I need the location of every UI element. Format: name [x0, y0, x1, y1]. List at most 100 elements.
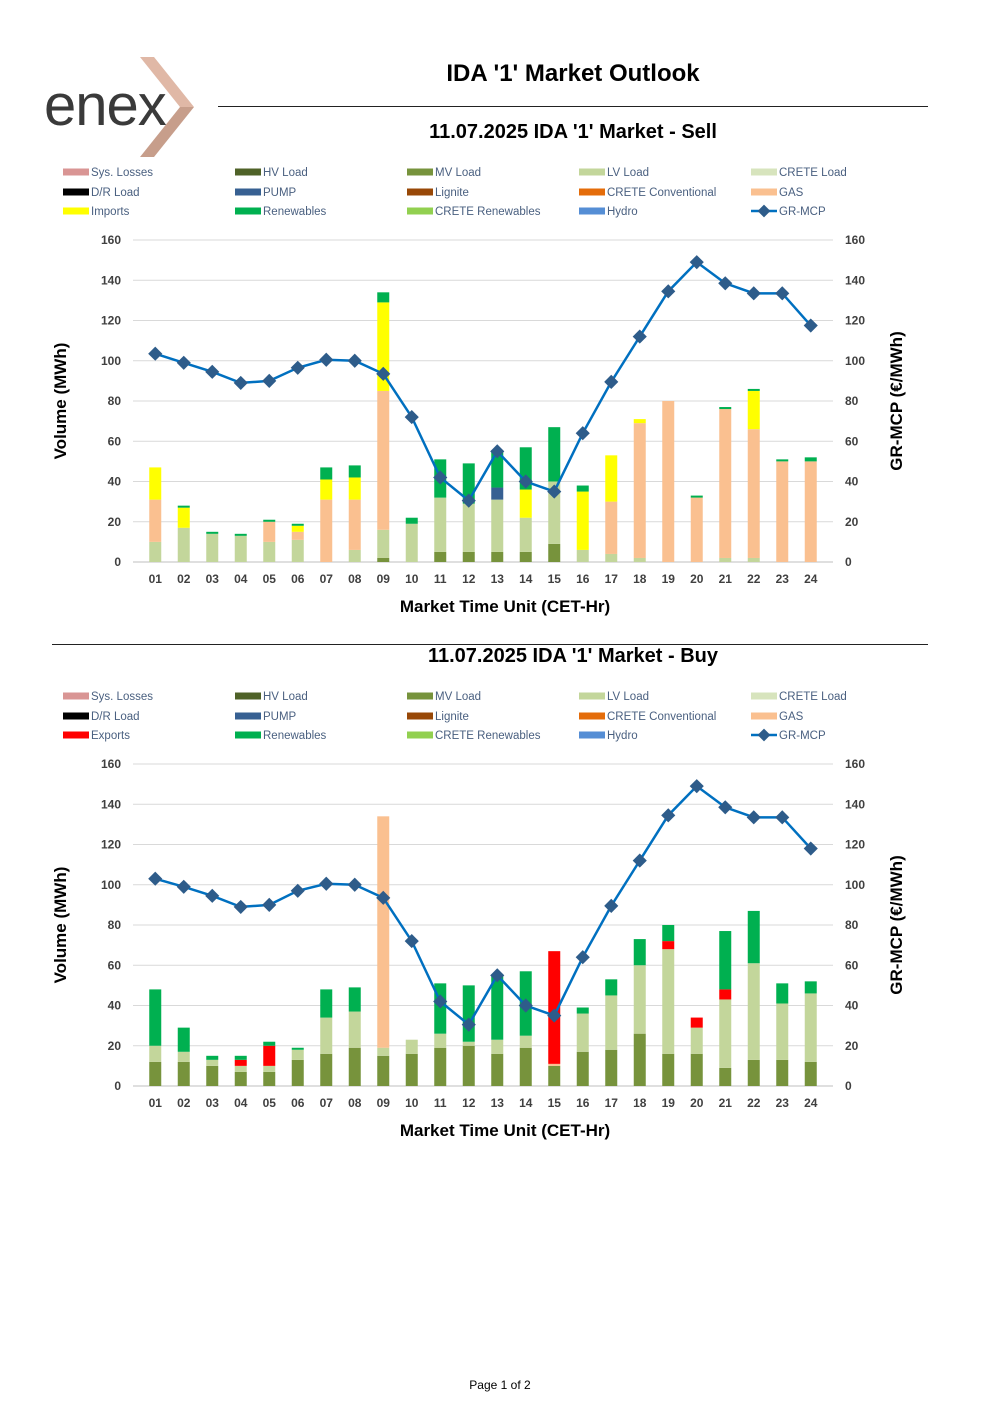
mcp-point-11	[433, 470, 448, 485]
legend-swatch-marker	[757, 728, 771, 742]
y-tick-label: 40	[108, 475, 122, 489]
sell-chart-svg: 11.07.2025 IDA '1' Market - Sell Sys. Los…	[51, 121, 906, 616]
legend-item-gr-mcp: GR-MCP	[751, 728, 826, 742]
legend-swatch	[235, 188, 261, 196]
bar-lv-load-18	[633, 965, 646, 1034]
legend-swatch	[235, 207, 261, 215]
bar-renewables-22	[747, 388, 760, 391]
chart-title: 11.07.2025 IDA '1' Market - Buy	[428, 645, 719, 667]
bar-renewables-04	[234, 1055, 247, 1060]
bar-mv-load-10	[405, 1053, 418, 1086]
mcp-point-13	[490, 968, 505, 983]
bar-renewables-24	[804, 457, 817, 462]
bar-gas-08	[348, 499, 361, 550]
legend-swatch	[63, 712, 89, 720]
bar-mv-load-17	[605, 1049, 618, 1086]
legend-item-lv-load: LV Load	[579, 691, 649, 703]
mcp-point-08	[347, 353, 362, 368]
y-tick-label: 40	[108, 999, 122, 1013]
bar-renewables-01	[149, 989, 162, 1046]
x-tick-label: 15	[548, 1096, 562, 1110]
y2-tick-label: 80	[845, 394, 859, 408]
x-tick-label: 19	[662, 572, 676, 586]
bar-lv-load-13	[491, 1039, 504, 1054]
bar-lv-load-16	[576, 549, 589, 562]
legend-label: HV Load	[263, 167, 308, 179]
bar-lv-load-12	[462, 1041, 475, 1046]
mcp-point-11	[433, 994, 448, 1009]
y2-tick-label: 140	[845, 273, 865, 287]
bar-renewables-04	[234, 533, 247, 536]
mcp-line	[154, 260, 812, 503]
bar-mv-load-09	[377, 1055, 390, 1086]
legend-item-d-r-load: D/R Load	[63, 187, 140, 199]
enex-logo: enex	[42, 55, 217, 160]
mcp-point-24	[803, 841, 818, 856]
x-tick-label: 14	[519, 572, 533, 586]
bar-renewables-13	[491, 451, 504, 488]
legend-item-renewables: Renewables	[235, 730, 327, 742]
legend-label: LV Load	[607, 167, 649, 179]
x-tick-label: 21	[719, 572, 733, 586]
legend-item-crete-load: CRETE Load	[751, 167, 847, 179]
x-tick-label: 03	[206, 572, 220, 586]
bar-mv-load-09	[377, 557, 390, 562]
logo-text: enex	[44, 73, 167, 138]
bar-renewables-24	[804, 981, 817, 994]
y-tick-label: 60	[108, 958, 122, 972]
bar-exports-05	[263, 1045, 276, 1066]
bar-renewables-02	[177, 505, 190, 508]
y-tick-label: 0	[114, 555, 121, 569]
x-tick-label: 07	[320, 572, 334, 586]
bar-lv-load-03	[206, 1059, 219, 1066]
legend-swatch	[63, 188, 89, 196]
bar-renewables-08	[348, 465, 361, 478]
mcp-point-14	[518, 474, 533, 489]
logo-chevron-bottom	[140, 107, 194, 157]
legend-swatch	[579, 731, 605, 739]
bar-mv-load-20	[690, 1053, 703, 1086]
y2-tick-label: 100	[845, 878, 865, 892]
bar-mv-load-22	[747, 1059, 760, 1086]
bar-gas-18	[633, 423, 646, 558]
bar-renewables-19	[662, 925, 675, 942]
x-tick-label: 12	[462, 1096, 476, 1110]
y2-tick-label: 0	[845, 555, 852, 569]
bar-lv-load-22	[747, 557, 760, 562]
x-tick-label: 05	[263, 572, 277, 586]
bar-renewables-03	[206, 531, 219, 534]
y2-axis-title: GR-MCP (€/MWh)	[887, 855, 906, 994]
mcp-point-23	[775, 810, 790, 825]
legend-label: CRETE Load	[779, 167, 847, 179]
mcp-line	[154, 784, 812, 1027]
bar-renewables-13	[491, 975, 504, 1040]
bar-lv-load-21	[719, 557, 732, 562]
legend-swatch	[407, 731, 433, 739]
y-tick-label: 20	[108, 515, 122, 529]
legend-swatch	[235, 692, 261, 700]
x-tick-label: 02	[177, 572, 191, 586]
bar-gas-21	[719, 409, 732, 558]
bar-lv-load-09	[377, 1047, 390, 1056]
bar-mv-load-14	[519, 1047, 532, 1086]
mcp-point-08	[347, 877, 362, 892]
mcp-point-09	[376, 366, 391, 381]
bar-renewables-03	[206, 1055, 219, 1060]
bar-lv-load-10	[405, 1039, 418, 1054]
legend-swatch	[63, 207, 89, 215]
mcp-point-01	[148, 346, 163, 361]
bar-gas-01	[149, 499, 162, 542]
bar-gas-06	[291, 531, 304, 540]
x-tick-label: 16	[576, 1096, 590, 1110]
bar-exports-04	[234, 1059, 247, 1066]
legend-swatch	[579, 712, 605, 720]
header-rule	[218, 106, 928, 107]
bar-exports-15	[548, 951, 561, 1064]
bar-renewables-12	[462, 985, 475, 1042]
y2-tick-label: 80	[845, 918, 859, 932]
legend-item-gr-mcp: GR-MCP	[751, 204, 826, 218]
x-axis-title: Market Time Unit (CET-Hr)	[400, 597, 610, 616]
y-tick-label: 60	[108, 434, 122, 448]
y2-tick-label: 0	[845, 1079, 852, 1093]
bar-renewables-21	[719, 407, 732, 410]
